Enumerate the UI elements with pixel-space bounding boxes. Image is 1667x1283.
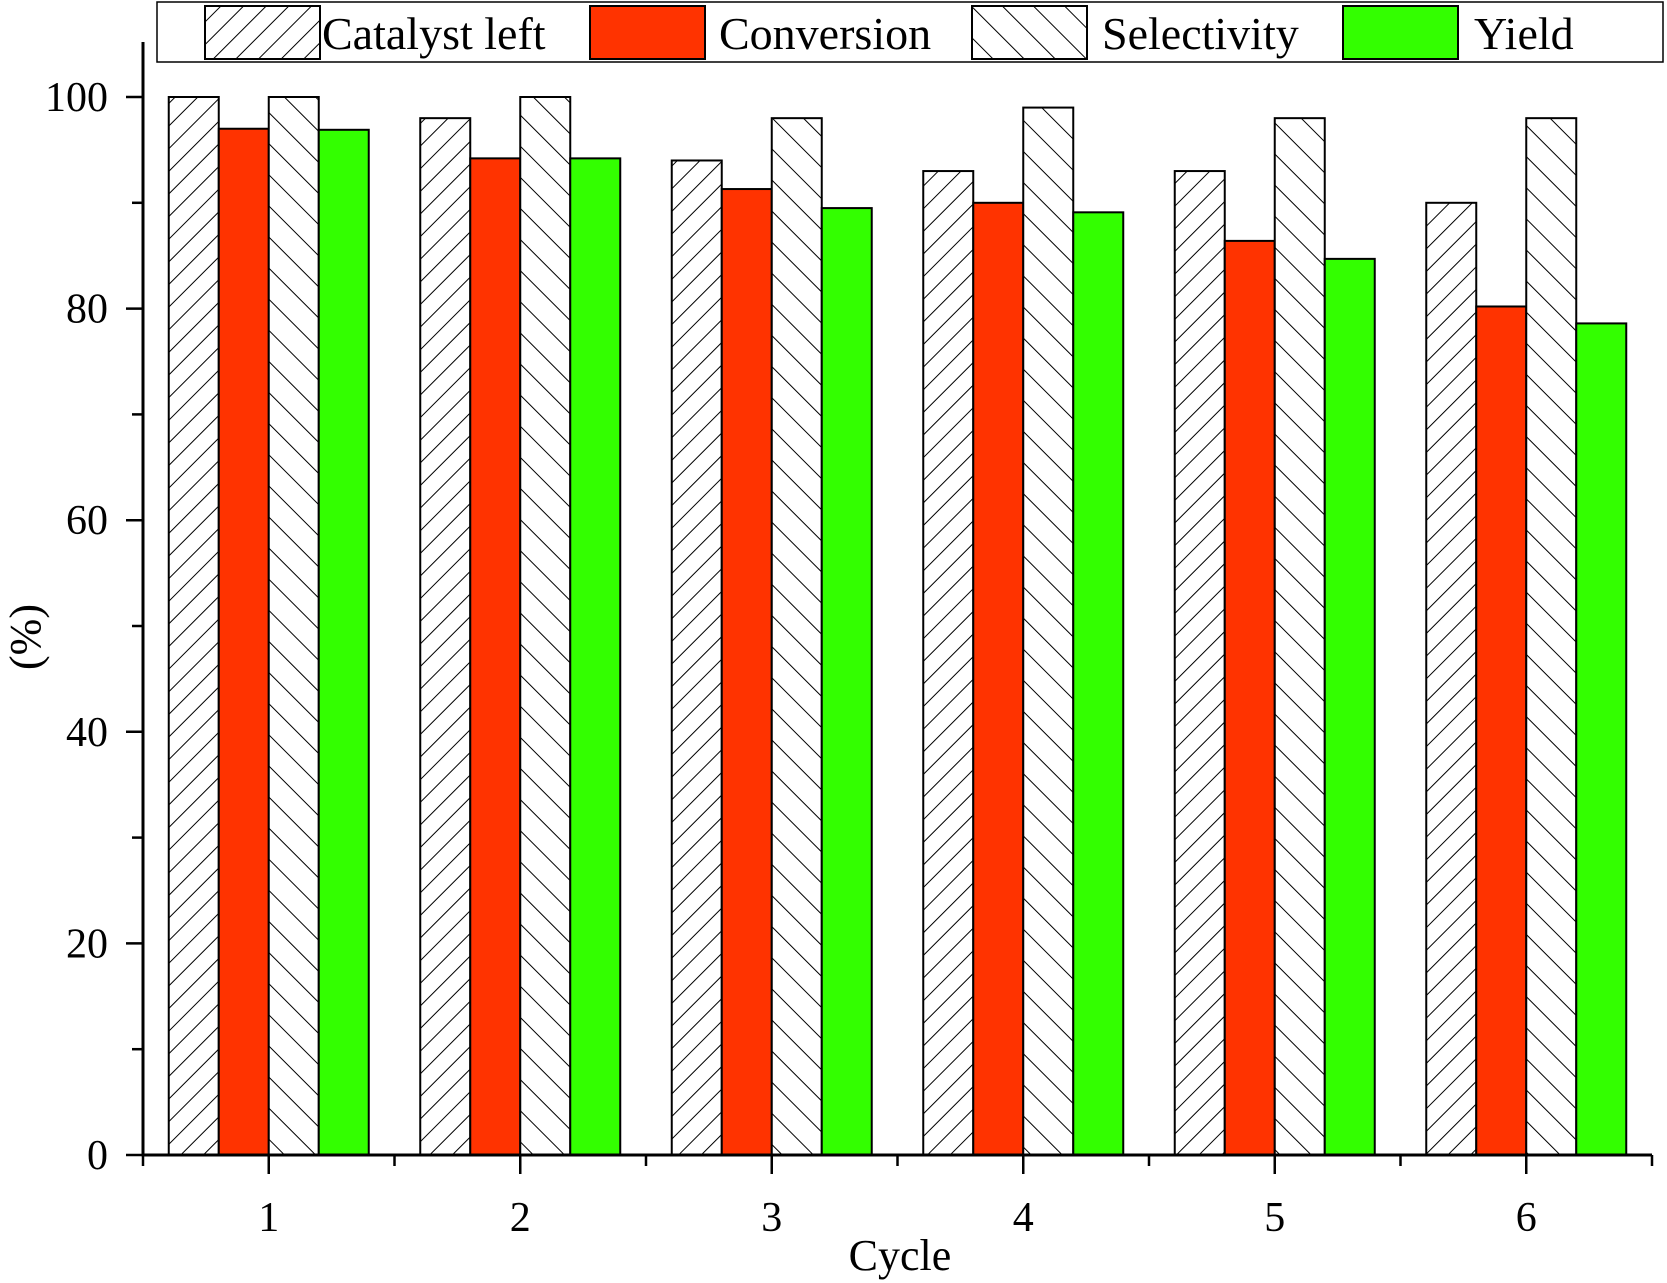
x-tick-label-2: 2 (510, 1195, 531, 1241)
y-axis-title: (%) (1, 604, 50, 670)
bar-selectivity-cycle-3 (770, 117, 823, 1156)
legend-swatch-conversion (589, 5, 706, 60)
x-ticks: 1 2 3 4 5 6 (141, 1155, 1654, 1241)
legend-swatch-catalyst-left (204, 5, 321, 60)
legend-label-conversion: Conversion (719, 8, 931, 59)
bar-selectivity-cycle-2 (519, 96, 572, 1156)
bar-catalyst-left-cycle-3 (670, 159, 723, 1157)
x-axis-title: Cycle (849, 1231, 952, 1280)
legend-swatch-yield (1342, 5, 1459, 60)
bar-catalyst-left-cycle-5 (1173, 170, 1226, 1156)
x-tick-label-4: 4 (1013, 1195, 1034, 1241)
axes: 0 20 40 60 80 100 1 2 3 4 5 6 (45, 42, 1654, 1241)
bar-selectivity-cycle-1 (267, 96, 320, 1156)
bar-catalyst-left-cycle-4 (922, 170, 975, 1156)
bar-yield-cycle-2 (569, 157, 622, 1156)
y-tick-label-40: 40 (66, 710, 108, 756)
bars-group (167, 96, 1628, 1157)
bar-conversion-cycle-6 (1475, 305, 1528, 1156)
bar-conversion-cycle-4 (972, 201, 1025, 1157)
bar-yield-cycle-5 (1323, 257, 1376, 1156)
bar-conversion-cycle-3 (720, 188, 773, 1156)
y-tick-label-100: 100 (45, 75, 108, 121)
bar-conversion-cycle-1 (217, 127, 270, 1157)
legend-label-yield: Yield (1474, 8, 1574, 59)
bar-catalyst-left-cycle-2 (419, 117, 472, 1156)
x-tick-label-1: 1 (258, 1195, 279, 1241)
y-tick-label-20: 20 (66, 921, 108, 967)
bar-yield-cycle-1 (317, 128, 370, 1157)
x-tick-label-3: 3 (761, 1195, 782, 1241)
x-tick-label-6: 6 (1516, 1195, 1537, 1241)
bar-yield-cycle-4 (1072, 211, 1125, 1156)
y-ticks: 0 20 40 60 80 100 (45, 75, 143, 1179)
bar-catalyst-left-cycle-6 (1425, 201, 1478, 1157)
bar-yield-cycle-6 (1575, 322, 1628, 1156)
bar-yield-cycle-3 (820, 207, 873, 1156)
legend: Catalyst left Conversion Selectivity Yield (156, 1, 1664, 63)
bar-selectivity-cycle-5 (1273, 117, 1326, 1156)
legend-label-catalyst-left: Catalyst left (322, 8, 546, 59)
legend-label-selectivity: Selectivity (1102, 8, 1299, 59)
legend-swatch-selectivity (971, 5, 1088, 60)
bar-conversion-cycle-2 (469, 157, 522, 1156)
bar-catalyst-left-cycle-1 (167, 96, 220, 1156)
bar-conversion-cycle-5 (1223, 239, 1276, 1156)
bar-selectivity-cycle-6 (1525, 117, 1578, 1156)
y-tick-label-60: 60 (66, 498, 108, 544)
y-tick-label-80: 80 (66, 287, 108, 333)
y-tick-label-0: 0 (87, 1133, 108, 1179)
bar-selectivity-cycle-4 (1022, 106, 1075, 1157)
x-tick-label-5: 5 (1264, 1195, 1285, 1241)
